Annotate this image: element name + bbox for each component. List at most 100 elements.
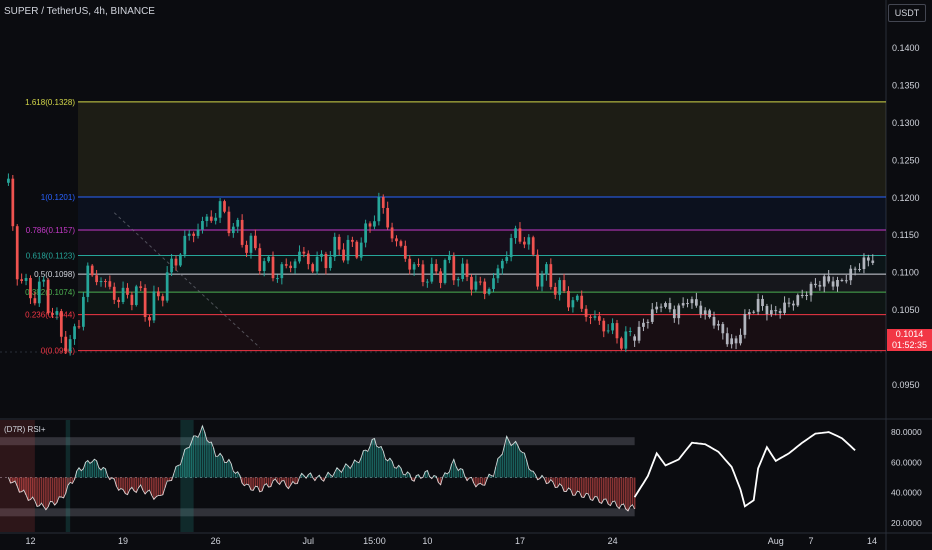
- fib-level-label: 0.382(0.1074): [25, 288, 75, 297]
- candle-body: [156, 291, 160, 297]
- candle-body: [46, 279, 50, 314]
- candle-body: [650, 309, 654, 322]
- candle-body: [796, 295, 800, 306]
- candle-body: [117, 299, 121, 303]
- currency-button[interactable]: USDT: [888, 4, 926, 22]
- candle-body: [73, 326, 76, 340]
- time-tick-label: 24: [608, 536, 618, 546]
- candle-body: [236, 219, 240, 227]
- candle-body: [514, 228, 517, 239]
- candle-body: [403, 245, 407, 259]
- candle-body: [712, 316, 716, 326]
- fib-level-label: 1(0.1201): [41, 193, 76, 202]
- rsi-tick-label: 40.0000: [891, 488, 922, 498]
- candle-body: [298, 251, 301, 262]
- candle-body: [90, 265, 94, 276]
- candle-body: [434, 263, 438, 272]
- candle-body: [82, 296, 85, 327]
- candle-body: [170, 258, 173, 273]
- candle-body: [227, 211, 231, 234]
- candle-body: [681, 303, 685, 306]
- candle-body: [615, 323, 619, 339]
- candle-body: [584, 308, 588, 317]
- candle-body: [174, 258, 178, 266]
- rsi-signal-band: [65, 420, 71, 532]
- candle-body: [686, 303, 689, 305]
- candle-body: [408, 258, 412, 270]
- candle-body: [708, 310, 711, 317]
- candle-body: [377, 197, 381, 222]
- candle-body: [871, 260, 875, 263]
- candle-body: [417, 264, 420, 266]
- candle-body: [249, 235, 253, 253]
- candle-body: [571, 300, 575, 308]
- fib-zone-band: [78, 101, 886, 198]
- candle-body: [655, 306, 659, 310]
- candle-body: [342, 249, 345, 261]
- candle-body: [668, 303, 672, 310]
- candle-body: [42, 279, 46, 282]
- candle-body: [448, 256, 451, 261]
- candle-body: [831, 281, 835, 287]
- candle-body: [324, 253, 328, 269]
- candle-body: [390, 227, 394, 239]
- candle-body: [465, 263, 469, 277]
- candle-body: [104, 281, 107, 283]
- candle-body: [351, 239, 354, 242]
- candle-body: [395, 238, 398, 242]
- candle-body: [783, 302, 786, 313]
- candle-body: [540, 274, 544, 287]
- candle-body: [293, 261, 297, 269]
- candle-body: [509, 238, 513, 258]
- fib-level-label: 0.618(0.1123): [26, 251, 76, 260]
- price-tick-label: 0.1150: [892, 230, 919, 240]
- candle-body: [690, 299, 694, 304]
- candle-body: [99, 281, 103, 283]
- candle-body: [725, 333, 729, 345]
- price-tick-label: 0.1100: [892, 268, 919, 278]
- candle-body: [743, 313, 747, 335]
- candle-body: [778, 311, 782, 313]
- candle-body: [730, 338, 734, 345]
- candle-body: [765, 306, 769, 315]
- rsi-tick-label: 80.0000: [891, 427, 922, 437]
- rsi-panel: [0, 420, 856, 532]
- candle-body: [399, 241, 403, 246]
- fib-level-label: 0.5(0.1098): [34, 270, 75, 279]
- time-axis: 12 19 26 Jul 15:00 10 17 24 Aug 7 14: [25, 536, 877, 546]
- fib-level-label: 0(0.0996): [41, 347, 76, 356]
- time-tick-label: Aug: [768, 536, 784, 546]
- candle-body: [844, 280, 848, 282]
- fib-level-label: 1.618(0.1328): [25, 98, 75, 107]
- candle-body: [470, 276, 473, 290]
- candle-body: [333, 236, 337, 257]
- fib-level-label: 0.786(0.1157): [26, 226, 76, 235]
- candle-body: [536, 254, 539, 287]
- candle-body: [822, 276, 826, 287]
- candle-body: [664, 303, 667, 307]
- candle-body: [805, 295, 808, 297]
- candle-body: [531, 237, 535, 255]
- candle-body: [134, 286, 138, 305]
- candle-body: [218, 201, 222, 218]
- candle-body: [421, 264, 425, 283]
- fib-zone-fill: [78, 101, 886, 351]
- candle-body: [368, 223, 372, 227]
- candle-body: [77, 326, 81, 328]
- rsi-indicator-title[interactable]: (D7R) RSI+: [4, 425, 46, 434]
- candle-body: [165, 272, 169, 301]
- candle-body: [849, 268, 853, 281]
- candle-body: [412, 264, 416, 270]
- candle-body: [818, 285, 822, 287]
- candle-body: [589, 316, 592, 318]
- candle-body: [201, 220, 204, 230]
- candle-body: [672, 309, 676, 319]
- candle-body: [858, 268, 861, 270]
- fib-zone-band: [78, 229, 886, 256]
- candle-body: [267, 256, 270, 262]
- candle-body: [734, 338, 738, 344]
- candle-body: [33, 298, 37, 304]
- candle-body: [280, 264, 284, 279]
- candle-body: [373, 221, 376, 227]
